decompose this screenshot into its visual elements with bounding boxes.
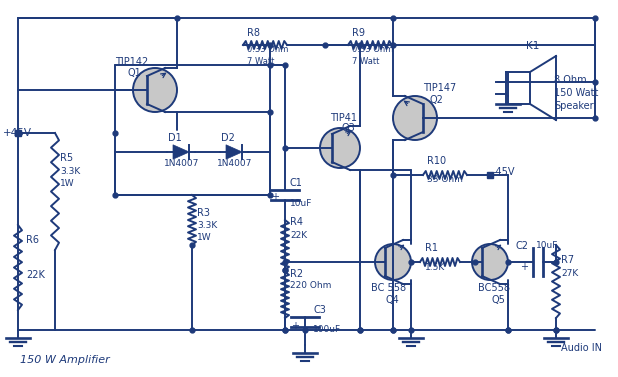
Text: R1: R1	[425, 243, 438, 253]
Text: 150 W Amplifier: 150 W Amplifier	[20, 355, 110, 365]
Text: 1N4007: 1N4007	[164, 159, 200, 169]
Text: R4: R4	[290, 217, 303, 227]
Text: K1: K1	[526, 41, 540, 51]
Text: -45V: -45V	[493, 167, 515, 177]
Circle shape	[133, 68, 177, 112]
Text: 1N4007: 1N4007	[217, 159, 252, 169]
Text: R7: R7	[561, 255, 574, 265]
Text: C2: C2	[516, 241, 529, 251]
Text: 1.5K: 1.5K	[425, 262, 445, 271]
Text: 0.33 Ohm: 0.33 Ohm	[247, 46, 289, 55]
Text: R5: R5	[60, 153, 73, 163]
Text: BC558: BC558	[478, 283, 510, 293]
Circle shape	[320, 128, 360, 168]
Text: 3.3K: 3.3K	[197, 221, 218, 230]
Text: 1W: 1W	[197, 233, 211, 242]
Text: +: +	[291, 321, 299, 331]
Text: Q2: Q2	[429, 95, 443, 105]
Text: D1: D1	[168, 133, 182, 143]
Text: Speaker: Speaker	[554, 101, 594, 111]
Text: C1: C1	[290, 178, 303, 188]
Text: R3: R3	[197, 208, 210, 218]
Polygon shape	[173, 145, 189, 159]
Text: 3.3K: 3.3K	[60, 167, 80, 176]
Text: 8 Ohm: 8 Ohm	[554, 75, 586, 85]
Text: 220 Ohm: 220 Ohm	[290, 280, 331, 290]
Text: 1W: 1W	[60, 178, 75, 187]
Text: TIP147: TIP147	[423, 83, 456, 93]
Text: 10uF: 10uF	[536, 242, 559, 250]
Text: TIP142: TIP142	[115, 57, 148, 67]
Text: +: +	[520, 262, 528, 272]
Text: BC 558: BC 558	[371, 283, 406, 293]
Text: +: +	[271, 192, 279, 202]
Text: 7 Watt: 7 Watt	[247, 58, 274, 66]
Text: R10: R10	[427, 156, 446, 166]
Text: R6: R6	[26, 235, 39, 245]
Text: 22K: 22K	[26, 270, 45, 280]
Text: R8: R8	[247, 28, 260, 38]
Text: Q4: Q4	[385, 295, 399, 305]
Polygon shape	[226, 145, 242, 159]
Text: 33 Ohm: 33 Ohm	[427, 176, 463, 184]
Text: C3: C3	[313, 305, 326, 315]
Circle shape	[375, 244, 411, 280]
Text: 0.33 Ohm: 0.33 Ohm	[352, 46, 394, 55]
Text: Q1: Q1	[127, 68, 141, 78]
Text: 100uF: 100uF	[313, 325, 341, 334]
Text: 27K: 27K	[561, 268, 578, 277]
Text: TIP41: TIP41	[330, 113, 357, 123]
Circle shape	[393, 96, 437, 140]
Text: +45V: +45V	[3, 128, 32, 138]
Text: R2: R2	[290, 269, 303, 279]
Circle shape	[472, 244, 508, 280]
Text: 150 Watt: 150 Watt	[554, 88, 598, 98]
Text: 10uF: 10uF	[290, 199, 312, 207]
Text: Q5: Q5	[492, 295, 506, 305]
Text: 22K: 22K	[290, 230, 307, 239]
Text: Q3: Q3	[342, 123, 356, 133]
Text: Audio IN: Audio IN	[561, 343, 602, 353]
Text: D2: D2	[221, 133, 235, 143]
Text: 7 Watt: 7 Watt	[352, 58, 379, 66]
Text: R9: R9	[352, 28, 365, 38]
